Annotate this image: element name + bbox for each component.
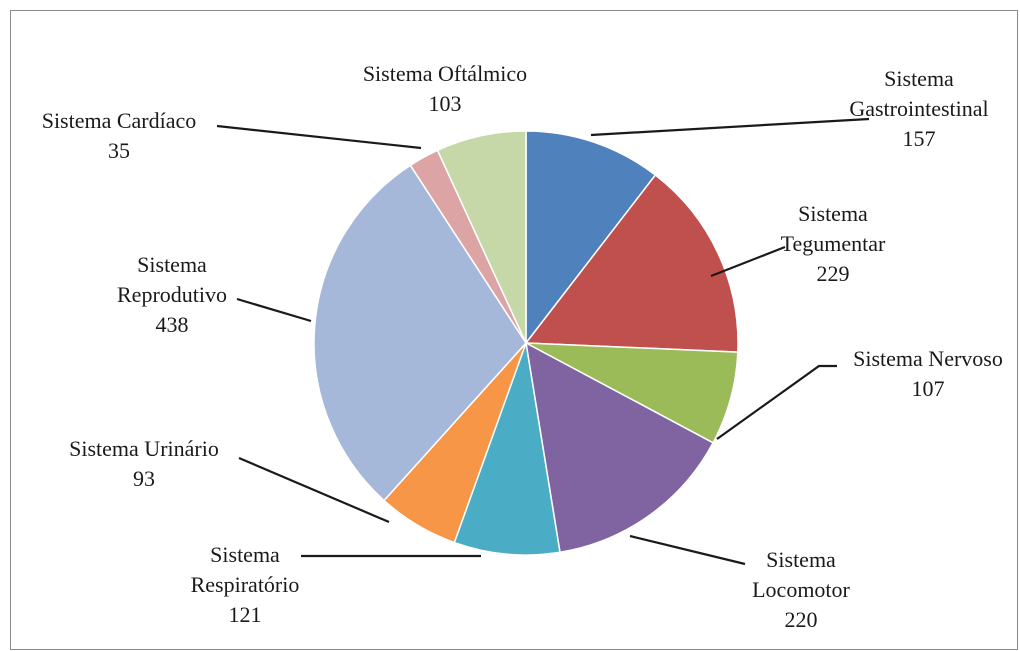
slice-name-label: Sistema [137,252,207,277]
pie-chart: Sistema Gastrointestinal 157 Sistema Tegumen… [42,61,1003,632]
pie-slice [453,340,561,556]
slice-name-label: Sistema [210,542,280,567]
slice-name-label: Gastrointestinal [849,96,988,121]
slice-name-label: Sistema Cardíaco [42,108,197,133]
leader-line [238,456,390,524]
pie-slice [525,341,715,554]
slice-labels: Sistema Gastrointestinal 157 Sistema Tegumen… [42,61,1003,632]
slice-name-label: Sistema [766,547,836,572]
slice-label: Sistema Gastrointestinal 157 [849,66,988,151]
slice-label: Sistema Tegumentar 229 [781,201,886,286]
slice-label: Sistema Respiratório 121 [191,542,300,627]
slice-value-label: 93 [133,466,155,491]
pie-slices [313,130,739,556]
leader-line [716,364,837,440]
slice-name-label: Sistema [798,201,868,226]
slice-value-label: 35 [108,138,130,163]
slice-name-label: Locomotor [752,577,850,602]
slice-value-label: 438 [156,312,189,337]
slice-name-label: Sistema Urinário [69,436,219,461]
pie-slice [436,130,527,344]
slice-name-label: Sistema [884,66,954,91]
slice-value-label: 107 [912,376,945,401]
slice-label: Sistema Oftálmico 103 [363,61,527,116]
slice-value-label: 157 [903,126,936,151]
leader-line [629,534,746,566]
leader-line [216,124,422,150]
slice-name-label: Sistema Oftálmico [363,61,527,86]
slice-value-label: 229 [817,261,850,286]
slice-value-label: 103 [429,91,462,116]
leader-lines [216,117,870,566]
slice-name-label: Sistema Nervoso [853,346,1003,371]
slice-label: Sistema Urinário 93 [69,436,219,491]
leader-line [236,297,312,323]
slice-value-label: 220 [785,607,818,632]
leader-line [590,117,870,137]
slice-label: Sistema Nervoso 107 [853,346,1003,401]
slice-label: Sistema Cardíaco 35 [42,108,197,163]
slice-name-label: Respiratório [191,572,300,597]
chart-frame: Sistema Gastrointestinal 157 Sistema Tegumen… [10,10,1018,650]
pie-slice [524,173,739,353]
pie-slice [525,130,657,346]
leader-line [710,245,786,278]
slice-name-label: Reprodutivo [117,282,227,307]
pie-slice [313,164,527,502]
slice-label: Sistema Reprodutivo 438 [117,252,227,337]
slice-name-label: Tegumentar [781,231,886,256]
slice-label: Sistema Locomotor 220 [752,547,850,632]
slice-value-label: 121 [229,602,262,627]
